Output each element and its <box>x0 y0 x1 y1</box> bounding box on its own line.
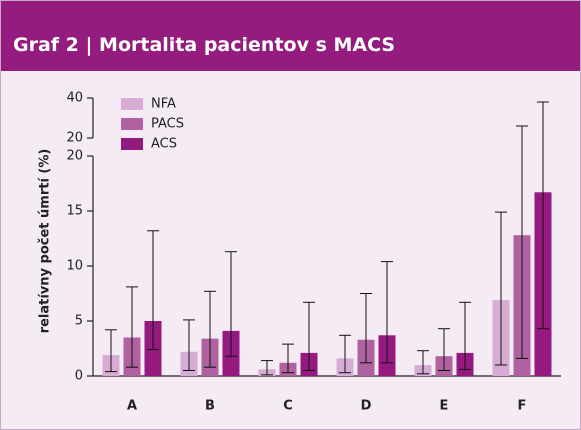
legend-swatch <box>121 138 143 150</box>
y-tick-label: 15 <box>66 204 83 219</box>
x-tick-label: C <box>283 399 293 414</box>
chart-title: Graf 2 | Mortalita pacientov s MACS <box>1 1 580 71</box>
y-tick-label: 20 <box>66 149 83 164</box>
legend-label: PACS <box>151 117 184 132</box>
y-tick-label: 0 <box>75 369 83 384</box>
y-axis-label: relatívny počet úmrtí (%) <box>38 149 53 334</box>
x-tick-label: D <box>361 399 372 414</box>
legend-label: ACS <box>151 137 177 152</box>
x-tick-label: B <box>205 399 215 414</box>
y-tick-label: 40 <box>66 91 83 106</box>
x-tick-label: F <box>518 399 527 414</box>
x-tick-label: E <box>440 399 449 414</box>
legend-swatch <box>121 98 143 110</box>
y-tick-label: 10 <box>66 259 83 274</box>
y-tick-label: 5 <box>75 314 83 329</box>
x-tick-label: A <box>127 399 137 414</box>
legend-swatch <box>121 118 143 130</box>
legend-label: NFA <box>151 97 176 112</box>
y-tick-label: 20 <box>66 131 83 146</box>
